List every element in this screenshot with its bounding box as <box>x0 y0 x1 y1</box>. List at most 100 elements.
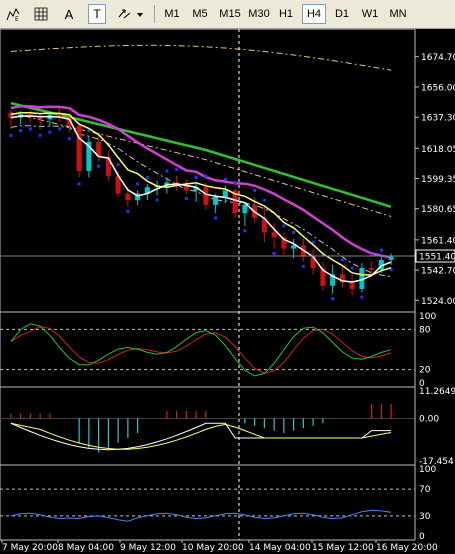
price-axes: 1674.70 1656.00 1637.30 1618.05 1599.35 1580.… <box>238 29 455 542</box>
price-tick-label: 1618.05 <box>421 145 455 155</box>
stochastic-tick-label: 0 <box>419 379 425 389</box>
timeframe-w1-button[interactable]: W1 <box>361 8 379 20</box>
stochastic-signal-line <box>10 325 392 374</box>
ma-white-line <box>10 115 392 283</box>
rsi-tick-label: 70 <box>419 485 431 495</box>
candle-bear <box>57 114 63 118</box>
time-label: 8 May 04:00 <box>58 543 114 553</box>
stochastic-main-line <box>10 323 392 377</box>
current-price-tag <box>415 249 455 263</box>
parabolic-sar-dot <box>77 182 81 186</box>
parabolic-sar-dot <box>165 169 169 173</box>
rsi-pane[interactable] <box>0 464 416 541</box>
parabolic-sar-dot <box>379 248 383 252</box>
candle-bull <box>135 193 141 201</box>
candle-bear <box>66 117 72 126</box>
price-tick-label: 1542.70 <box>421 267 455 277</box>
parabolic-sar-dot <box>233 180 237 184</box>
candle-bear <box>96 141 102 157</box>
main-price-pane[interactable] <box>0 29 416 313</box>
toolbar-separator <box>154 5 155 23</box>
timeframe-h4-button[interactable]: H4 <box>302 4 326 24</box>
parabolic-sar-dot <box>48 130 52 134</box>
candle-bear <box>27 114 33 117</box>
parabolic-sar-dot <box>28 127 32 131</box>
candle-bull <box>193 187 199 191</box>
rsi-line <box>10 509 392 522</box>
price-tick-label: 1599.35 <box>421 175 455 185</box>
pane-frame <box>0 464 416 541</box>
text-tool[interactable]: A <box>64 6 74 22</box>
price-tick-label: 1656.00 <box>421 83 455 93</box>
timeframe-h1-button[interactable]: H1 <box>278 8 294 20</box>
parabolic-sar-dot <box>175 167 179 171</box>
stochastic-pane[interactable] <box>0 311 416 388</box>
parabolic-sar-dot <box>155 198 159 202</box>
parabolic-sar-dot <box>253 188 257 192</box>
ma-yellow-line <box>10 112 392 276</box>
candle-bear <box>369 267 375 270</box>
chart-window[interactable]: 1674.70 1656.00 1637.30 1618.05 1599.35 1580.… <box>0 29 455 554</box>
candle-bear <box>339 274 345 283</box>
candle-bear <box>320 267 326 286</box>
timeframe-m1-button[interactable]: M1 <box>164 8 180 20</box>
candle-bear <box>115 175 121 194</box>
time-label: 9 May 12:00 <box>120 543 176 553</box>
candle-bear <box>37 116 43 120</box>
parabolic-sar-dot <box>19 129 23 133</box>
macd-tick-label: 0.00 <box>419 414 439 424</box>
parabolic-sar-dot <box>301 264 305 268</box>
candle-bull <box>242 204 248 214</box>
macd-signal-line <box>10 422 392 450</box>
candle-bear <box>232 190 238 214</box>
timeframe-mn-button[interactable]: MN <box>389 8 407 20</box>
arrows-tool[interactable] <box>114 4 148 24</box>
candle-bull <box>164 182 170 186</box>
candle-bear <box>183 183 189 191</box>
parabolic-sar-dot <box>282 224 286 228</box>
timeframe-m15-button[interactable]: M15 <box>219 8 241 20</box>
candle-bear <box>349 282 355 289</box>
candle-bull <box>291 245 297 249</box>
parabolic-sar-dot <box>340 258 344 262</box>
macd-pane[interactable] <box>0 386 416 466</box>
parabolic-sar-dot <box>243 229 247 233</box>
stochastic-tick-label: 20 <box>419 366 431 376</box>
timeframe-m30-button[interactable]: M30 <box>248 8 270 20</box>
parabolic-sar-dot <box>331 297 335 301</box>
parabolic-sar-dot <box>223 177 227 181</box>
parabolic-sar-dot <box>360 295 364 299</box>
toolbar: E A T M1 M5 M15 M30 H1 H4 D1 W1 MN <box>0 0 455 29</box>
rsi-tick-label: 0 <box>419 532 425 542</box>
parabolic-sar-dot <box>87 129 91 133</box>
candle-bear <box>281 237 287 249</box>
time-label: 7 May 20:00 <box>2 543 58 553</box>
candle-bull <box>330 274 336 286</box>
price-tick-label: 1524.00 <box>421 297 455 307</box>
parabolic-sar-dot <box>126 209 130 213</box>
macd-tick-label: -17.454 <box>419 457 454 467</box>
parabolic-sar-dot <box>97 164 101 168</box>
parabolic-sar-dot <box>262 198 266 202</box>
period-separators-icon[interactable]: E <box>4 4 22 24</box>
envelope-lower-line <box>10 125 392 278</box>
candle-bear <box>105 156 111 176</box>
candle-bear <box>76 125 82 171</box>
arrows-icon <box>118 9 143 19</box>
rsi-tick-label: 30 <box>419 512 431 522</box>
candle-bear <box>174 182 180 184</box>
text-label-tool[interactable]: T <box>88 4 106 24</box>
parabolic-sar-dot <box>145 175 149 179</box>
stochastic-tick-label: 100 <box>419 312 436 322</box>
time-label: 10 May 20:00 <box>182 543 244 553</box>
grid-icon[interactable] <box>32 4 50 24</box>
parabolic-sar-dot <box>370 253 374 257</box>
parabolic-sar-dot <box>194 175 198 179</box>
price-tick-label: 1674.70 <box>421 53 455 63</box>
timeframe-m5-button[interactable]: M5 <box>192 8 208 20</box>
price-tick-label: 1561.40 <box>421 236 455 246</box>
parabolic-sar-dot <box>58 127 62 131</box>
pane-frame <box>0 311 416 388</box>
timeframe-d1-button[interactable]: D1 <box>334 8 350 20</box>
parabolic-sar-dot <box>389 268 393 272</box>
